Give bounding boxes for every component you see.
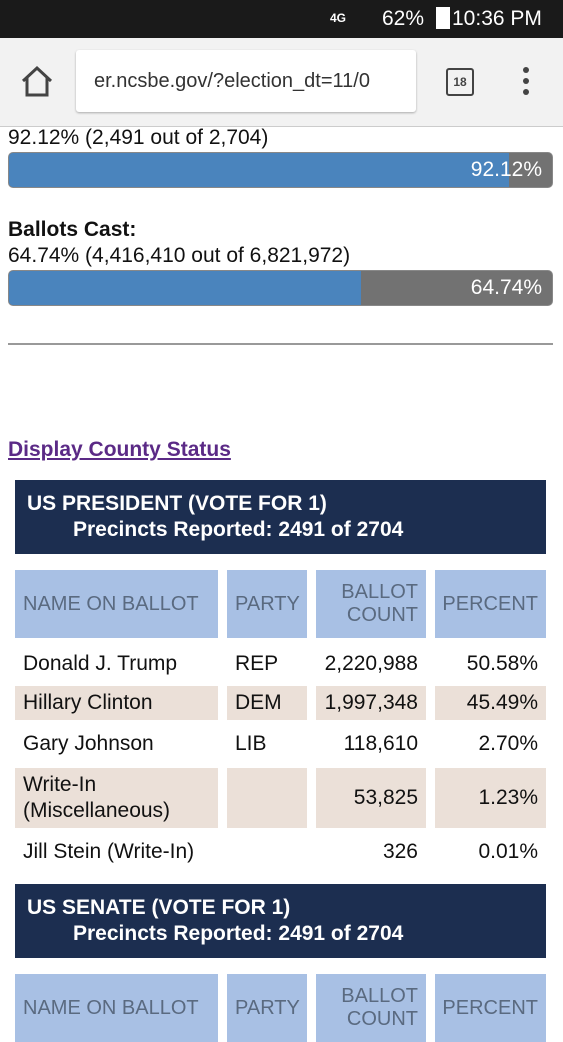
contest-subtitle: Precincts Reported: 2491 of 2704 — [73, 922, 404, 945]
table-cell: Gary Johnson — [23, 732, 154, 755]
ballots-progress-text: 64.74% (4,416,410 out of 6,821,972) — [8, 244, 351, 267]
time: 10:36 PM — [452, 7, 542, 30]
table-cell: Write-In (Miscellaneous) — [15, 768, 218, 828]
contest-title: US PRESIDENT (VOTE FOR 1) — [27, 492, 327, 515]
progress-fill — [9, 153, 510, 187]
column-header: PERCENT — [435, 974, 546, 1042]
table-cell: 2.70% — [478, 732, 538, 755]
table-cell: 326 — [382, 840, 418, 863]
contest-title: US SENATE (VOTE FOR 1) — [27, 896, 291, 919]
column-header: NAME ON BALLOT — [15, 570, 218, 638]
status-bar: 4G 62% 10:36 PM — [0, 0, 563, 38]
table-cell — [227, 834, 307, 870]
home-button[interactable] — [20, 64, 54, 98]
table-cell: 2,220,988 — [324, 651, 418, 675]
table-cell: Jill Stein (Write-In) — [23, 840, 195, 863]
url-bar[interactable]: er.ncsbe.gov/?election_dt=11/0 — [76, 50, 416, 112]
menu-button[interactable] — [520, 66, 532, 96]
battery: 62% — [382, 7, 425, 30]
progress-label: 92.12% — [470, 158, 542, 181]
table-cell: DEM — [227, 686, 307, 720]
progress-fill — [9, 271, 361, 305]
precinct-progress-text: 92.12% (2,491 out of 2,704) — [8, 126, 269, 149]
browser-toolbar: er.ncsbe.gov/?election_dt=11/0 18 — [0, 38, 563, 127]
divider — [8, 343, 553, 345]
progress-bar: 92.12% — [8, 152, 553, 188]
table-cell: Donald J. Trump — [23, 651, 178, 675]
table-cell: 1.23% — [435, 768, 546, 828]
table-cell: 1,997,348 — [316, 686, 426, 720]
network: 4G — [330, 11, 347, 25]
contest-header: US SENATE (VOTE FOR 1) Precincts Reported… — [15, 884, 546, 958]
column-header: BALLOT COUNT — [316, 974, 426, 1042]
table-cell — [227, 768, 307, 828]
table-cell: 53,825 — [316, 768, 426, 828]
table-cell: Hillary Clinton — [15, 686, 218, 720]
table-cell: 118,610 — [343, 732, 418, 755]
column-header: NAME ON BALLOT — [15, 974, 218, 1042]
contest-header: US PRESIDENT (VOTE FOR 1) Precincts Repor… — [15, 480, 546, 554]
county-status-link[interactable]: Display County Status — [8, 438, 231, 461]
tab-count[interactable]: 18 — [446, 68, 474, 96]
column-header: PARTY — [227, 974, 307, 1042]
table-cell: 45.49% — [435, 686, 546, 720]
table-cell: 50.58% — [466, 651, 538, 675]
ballots-heading: Ballots Cast: — [8, 218, 137, 241]
column-header: PARTY — [227, 570, 307, 638]
progress-label: 64.74% — [470, 276, 542, 299]
column-header: PERCENT — [435, 570, 546, 638]
table-cell: 0.01% — [478, 840, 538, 863]
table-cell: LIB — [235, 732, 267, 755]
progress-bar: 64.74% — [8, 270, 553, 306]
battery-icon — [436, 7, 450, 29]
column-header: BALLOT COUNT — [316, 570, 426, 638]
contest-subtitle: Precincts Reported: 2491 of 2704 — [73, 518, 404, 541]
table-cell: REP — [235, 651, 279, 675]
